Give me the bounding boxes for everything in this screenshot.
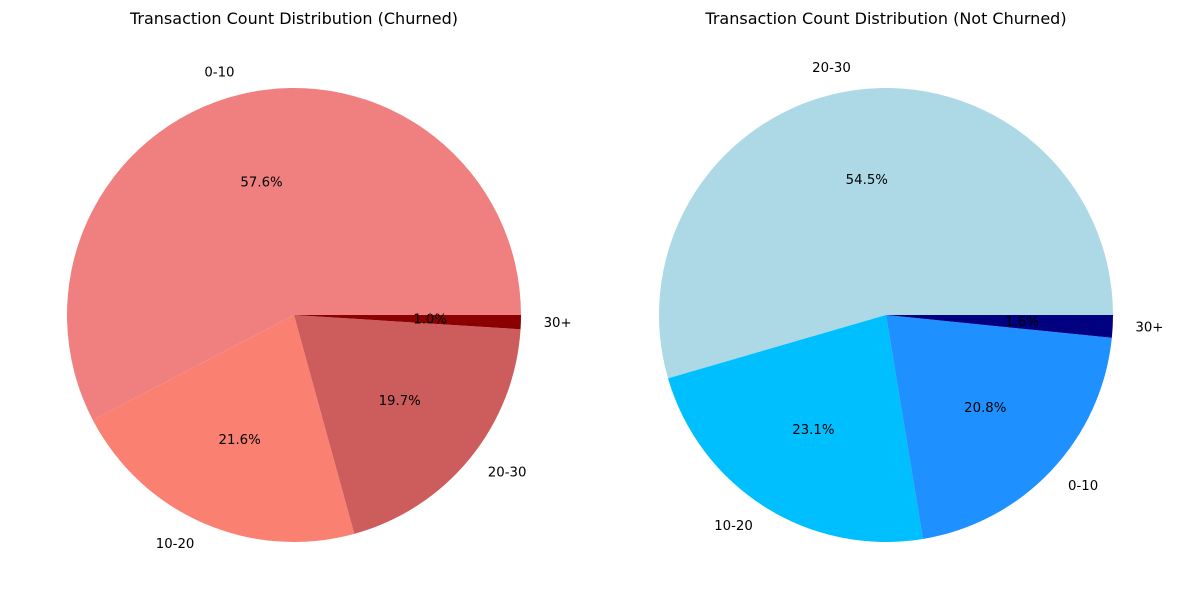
pie-slices [658,87,1113,542]
pie-slice-30 [886,315,1113,338]
percentage-label: 19.7% [379,394,421,409]
pie-slice-30 [294,315,521,330]
pie-labels: 20-30 54.5% 10-20 23.1% 0-10 20.8% 30+ 1.6% [714,61,1163,534]
pie-slice-20-30 [658,87,1113,379]
percentage-label: 21.6% [219,433,261,448]
category-label: 20-30 [488,465,527,480]
category-label: 0-10 [204,65,234,80]
pie-slice-20-30 [294,315,521,534]
chart-title: Transaction Count Distribution (Not Chur… [704,9,1066,28]
pie-slices [66,87,522,542]
percentage-label: 1.0% [413,312,447,327]
percentage-label: 20.8% [964,401,1006,416]
pie-slice-0-10 [886,315,1112,539]
category-label: 10-20 [714,519,753,534]
pie-slice-0-10 [66,87,522,421]
chart-title: Transaction Count Distribution (Churned) [129,9,458,28]
category-label: 30+ [1135,321,1163,336]
percentage-label: 23.1% [792,423,834,438]
percentage-label: 57.6% [240,176,282,191]
pie-slice-10-20 [668,315,923,542]
pie-chart-not-churned: Transaction Count Distribution (Not Chur… [658,9,1163,542]
category-label: 10-20 [156,537,195,552]
percentage-label: 1.6% [1005,315,1039,330]
percentage-label: 54.5% [846,173,888,188]
category-label: 30+ [544,316,572,331]
category-label: 0-10 [1068,479,1098,494]
pie-labels: 0-10 57.6% 10-20 21.6% 20-30 19.7% 30+ 1.0% [156,65,572,551]
pie-chart-churned: Transaction Count Distribution (Churned)… [66,9,572,552]
category-label: 20-30 [812,61,851,76]
pie-slice-10-20 [92,315,355,542]
